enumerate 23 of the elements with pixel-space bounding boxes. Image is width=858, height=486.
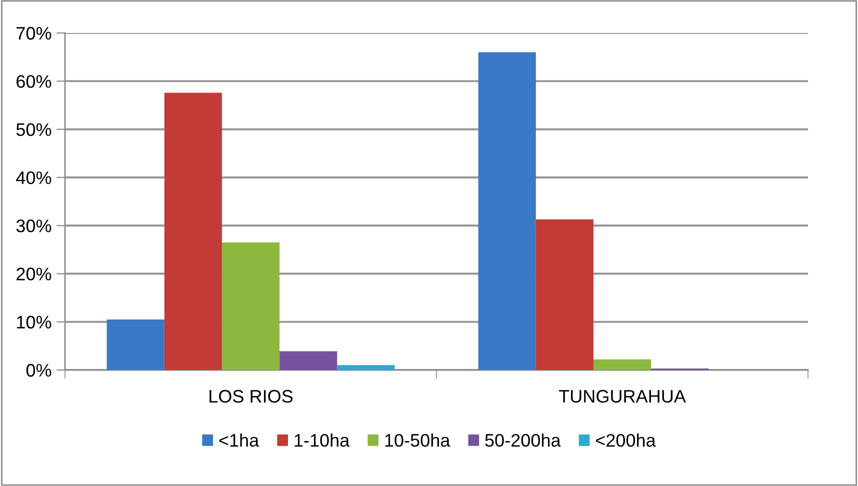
legend-label: 1-10ha [294,433,350,447]
y-tick-label: 30% [16,220,52,232]
bar [337,365,395,370]
y-tick-label: 0% [26,364,52,377]
bar [593,359,652,370]
legend-label: 50-200ha [485,433,561,447]
x-tick-label: TUNGURAHUA [558,390,686,403]
y-tick-label: 10% [17,316,52,329]
bar [106,319,164,370]
y-tick-label: 60% [16,75,52,88]
bar [536,219,594,370]
y-tick-label: 40% [16,171,52,184]
bar [222,242,280,370]
legend-label: 10-50ha [385,433,450,447]
bar [280,351,338,370]
y-tick-label: 50% [16,123,52,136]
y-tick-label: 20% [16,268,52,280]
bar [478,52,536,370]
legend-label: <1ha [219,433,260,447]
y-tick-label: 70% [16,26,52,40]
bar [164,92,222,370]
legend-label: <200ha [596,433,656,447]
x-tick-label: LOS RIOS [210,390,293,403]
